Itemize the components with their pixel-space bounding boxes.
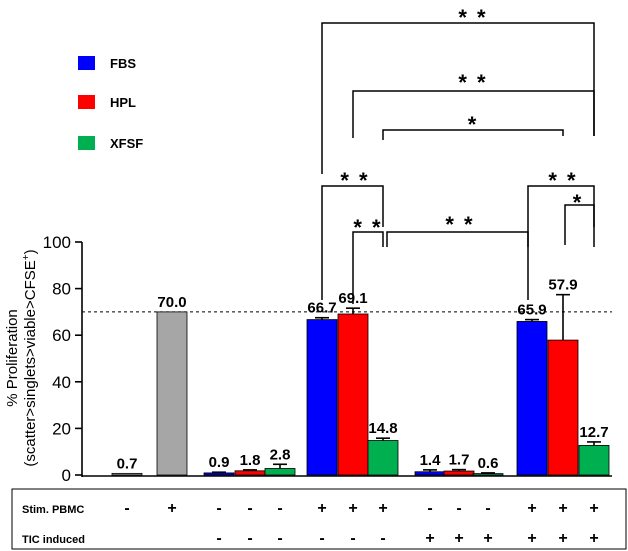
data-label: 0.6 (478, 455, 499, 472)
condition-sign: - (247, 530, 252, 547)
condition-sign: + (317, 500, 326, 517)
condition-sign: + (558, 530, 567, 547)
data-label: 0.9 (209, 454, 230, 471)
condition-sign: + (167, 500, 176, 517)
condition-sign: - (216, 530, 221, 547)
condition-sign: - (277, 530, 282, 547)
legend-label-fbs: FBS (110, 56, 136, 71)
bar-fbs-2 (203, 472, 235, 476)
significance-bracket (527, 185, 595, 300)
condition-sign: - (247, 500, 252, 517)
y-tick-label: 40 (52, 373, 71, 392)
significance-brackets: * *** ** ** *** ** * (321, 5, 595, 304)
bar-fbs-3 (306, 319, 338, 476)
legend-label-hpl: HPL (110, 95, 136, 110)
condition-sign: - (427, 500, 432, 517)
y-axis-title-close: ) (22, 249, 39, 254)
y-axis-title-main: (scatter>singlets>viable>CFSE (22, 260, 39, 466)
bar-gray-0 (111, 472, 143, 476)
y-axis-title-line1: % Proliferation (4, 309, 21, 407)
bar-hpl-4 (443, 470, 475, 476)
bar-xfsf-2 (264, 468, 296, 476)
bars (111, 311, 610, 476)
significance-label: * * (458, 5, 487, 30)
significance-label: * * (548, 168, 577, 193)
condition-sign: + (425, 530, 434, 547)
condition-sign: + (589, 530, 598, 547)
data-label: 70.0 (157, 294, 186, 311)
bar-xfsf-3 (367, 440, 399, 476)
bar-hpl-3 (337, 313, 369, 476)
condition-sign: - (124, 500, 129, 517)
data-label: 0.7 (117, 455, 138, 472)
condition-sign: + (589, 500, 598, 517)
data-label: 1.7 (449, 452, 470, 469)
bar-gray-1 (156, 311, 188, 476)
data-label: 1.4 (420, 452, 442, 469)
significance-label: * (573, 190, 584, 215)
y-tick-label: 20 (52, 419, 71, 438)
significance-label: * * (445, 212, 474, 237)
y-tick-label: 60 (52, 326, 71, 345)
significance-bracket (382, 129, 564, 140)
y-axis-title-line2: (scatter>singlets>viable>CFSE+) (21, 249, 39, 466)
condition-sign: - (216, 500, 221, 517)
condition-sign: - (380, 530, 385, 547)
condition-sign: - (485, 500, 490, 517)
condition-sign: - (277, 500, 282, 517)
significance-label: * * (353, 215, 382, 240)
condition-sign: - (456, 500, 461, 517)
condition-label-stim-pbmc: Stim. PBMC (22, 504, 84, 516)
error-bars (212, 293, 601, 474)
condition-sign: + (527, 530, 536, 547)
condition-sign: + (454, 530, 463, 547)
y-tick-label: 100 (43, 233, 71, 252)
significance-label: * * (458, 70, 487, 95)
bar-fbs-5 (516, 321, 548, 476)
condition-sign: + (483, 530, 492, 547)
y-tick-label: 80 (52, 280, 71, 299)
condition-table: Stim. PBMC - + - - - + + + - - - + + + TIC induced - - - - -… (11, 488, 627, 550)
legend-label-xfsf: XFSF (110, 136, 143, 151)
significance-bracket (321, 22, 595, 174)
bar-fbs-4 (414, 471, 446, 476)
condition-sign: + (558, 500, 567, 517)
significance-label: * (468, 112, 479, 137)
condition-table-frame (11, 488, 627, 550)
legend: FBS HPL XFSF (78, 56, 143, 151)
condition-sign: + (527, 500, 536, 517)
legend-swatch-xfsf (78, 136, 95, 150)
bar-xfsf-4 (472, 473, 504, 476)
data-label: 2.8 (270, 446, 291, 463)
bar-xfsf-5 (578, 445, 610, 476)
y-axis: 0 20 40 60 80 100 % Proliferation (scatter>sing… (4, 233, 612, 485)
condition-sign: + (348, 500, 357, 517)
condition-sign: - (350, 530, 355, 547)
y-tick-label: 0 (62, 466, 71, 485)
significance-bracket (352, 231, 384, 304)
legend-swatch-fbs (78, 56, 95, 70)
data-label: 12.7 (579, 424, 608, 441)
y-axis-title-superscript: + (21, 254, 32, 260)
data-label: 66.7 (307, 300, 336, 317)
data-label: 57.9 (548, 277, 577, 294)
data-label: 65.9 (517, 302, 546, 319)
data-label: 1.8 (240, 452, 261, 469)
significance-bracket (321, 185, 384, 300)
data-labels: 0.770.00.9 1.8 2.866.769.114.81.4 1.7 0.665.… (117, 277, 609, 473)
condition-sign: + (378, 500, 387, 517)
data-label: 14.8 (368, 420, 397, 437)
condition-label-tic-induced: TIC induced (22, 534, 85, 546)
condition-sign: - (319, 530, 324, 547)
significance-label: * * (340, 168, 369, 193)
bar-hpl-5 (547, 339, 579, 476)
bar-hpl-2 (234, 470, 266, 476)
legend-swatch-hpl (78, 95, 95, 109)
